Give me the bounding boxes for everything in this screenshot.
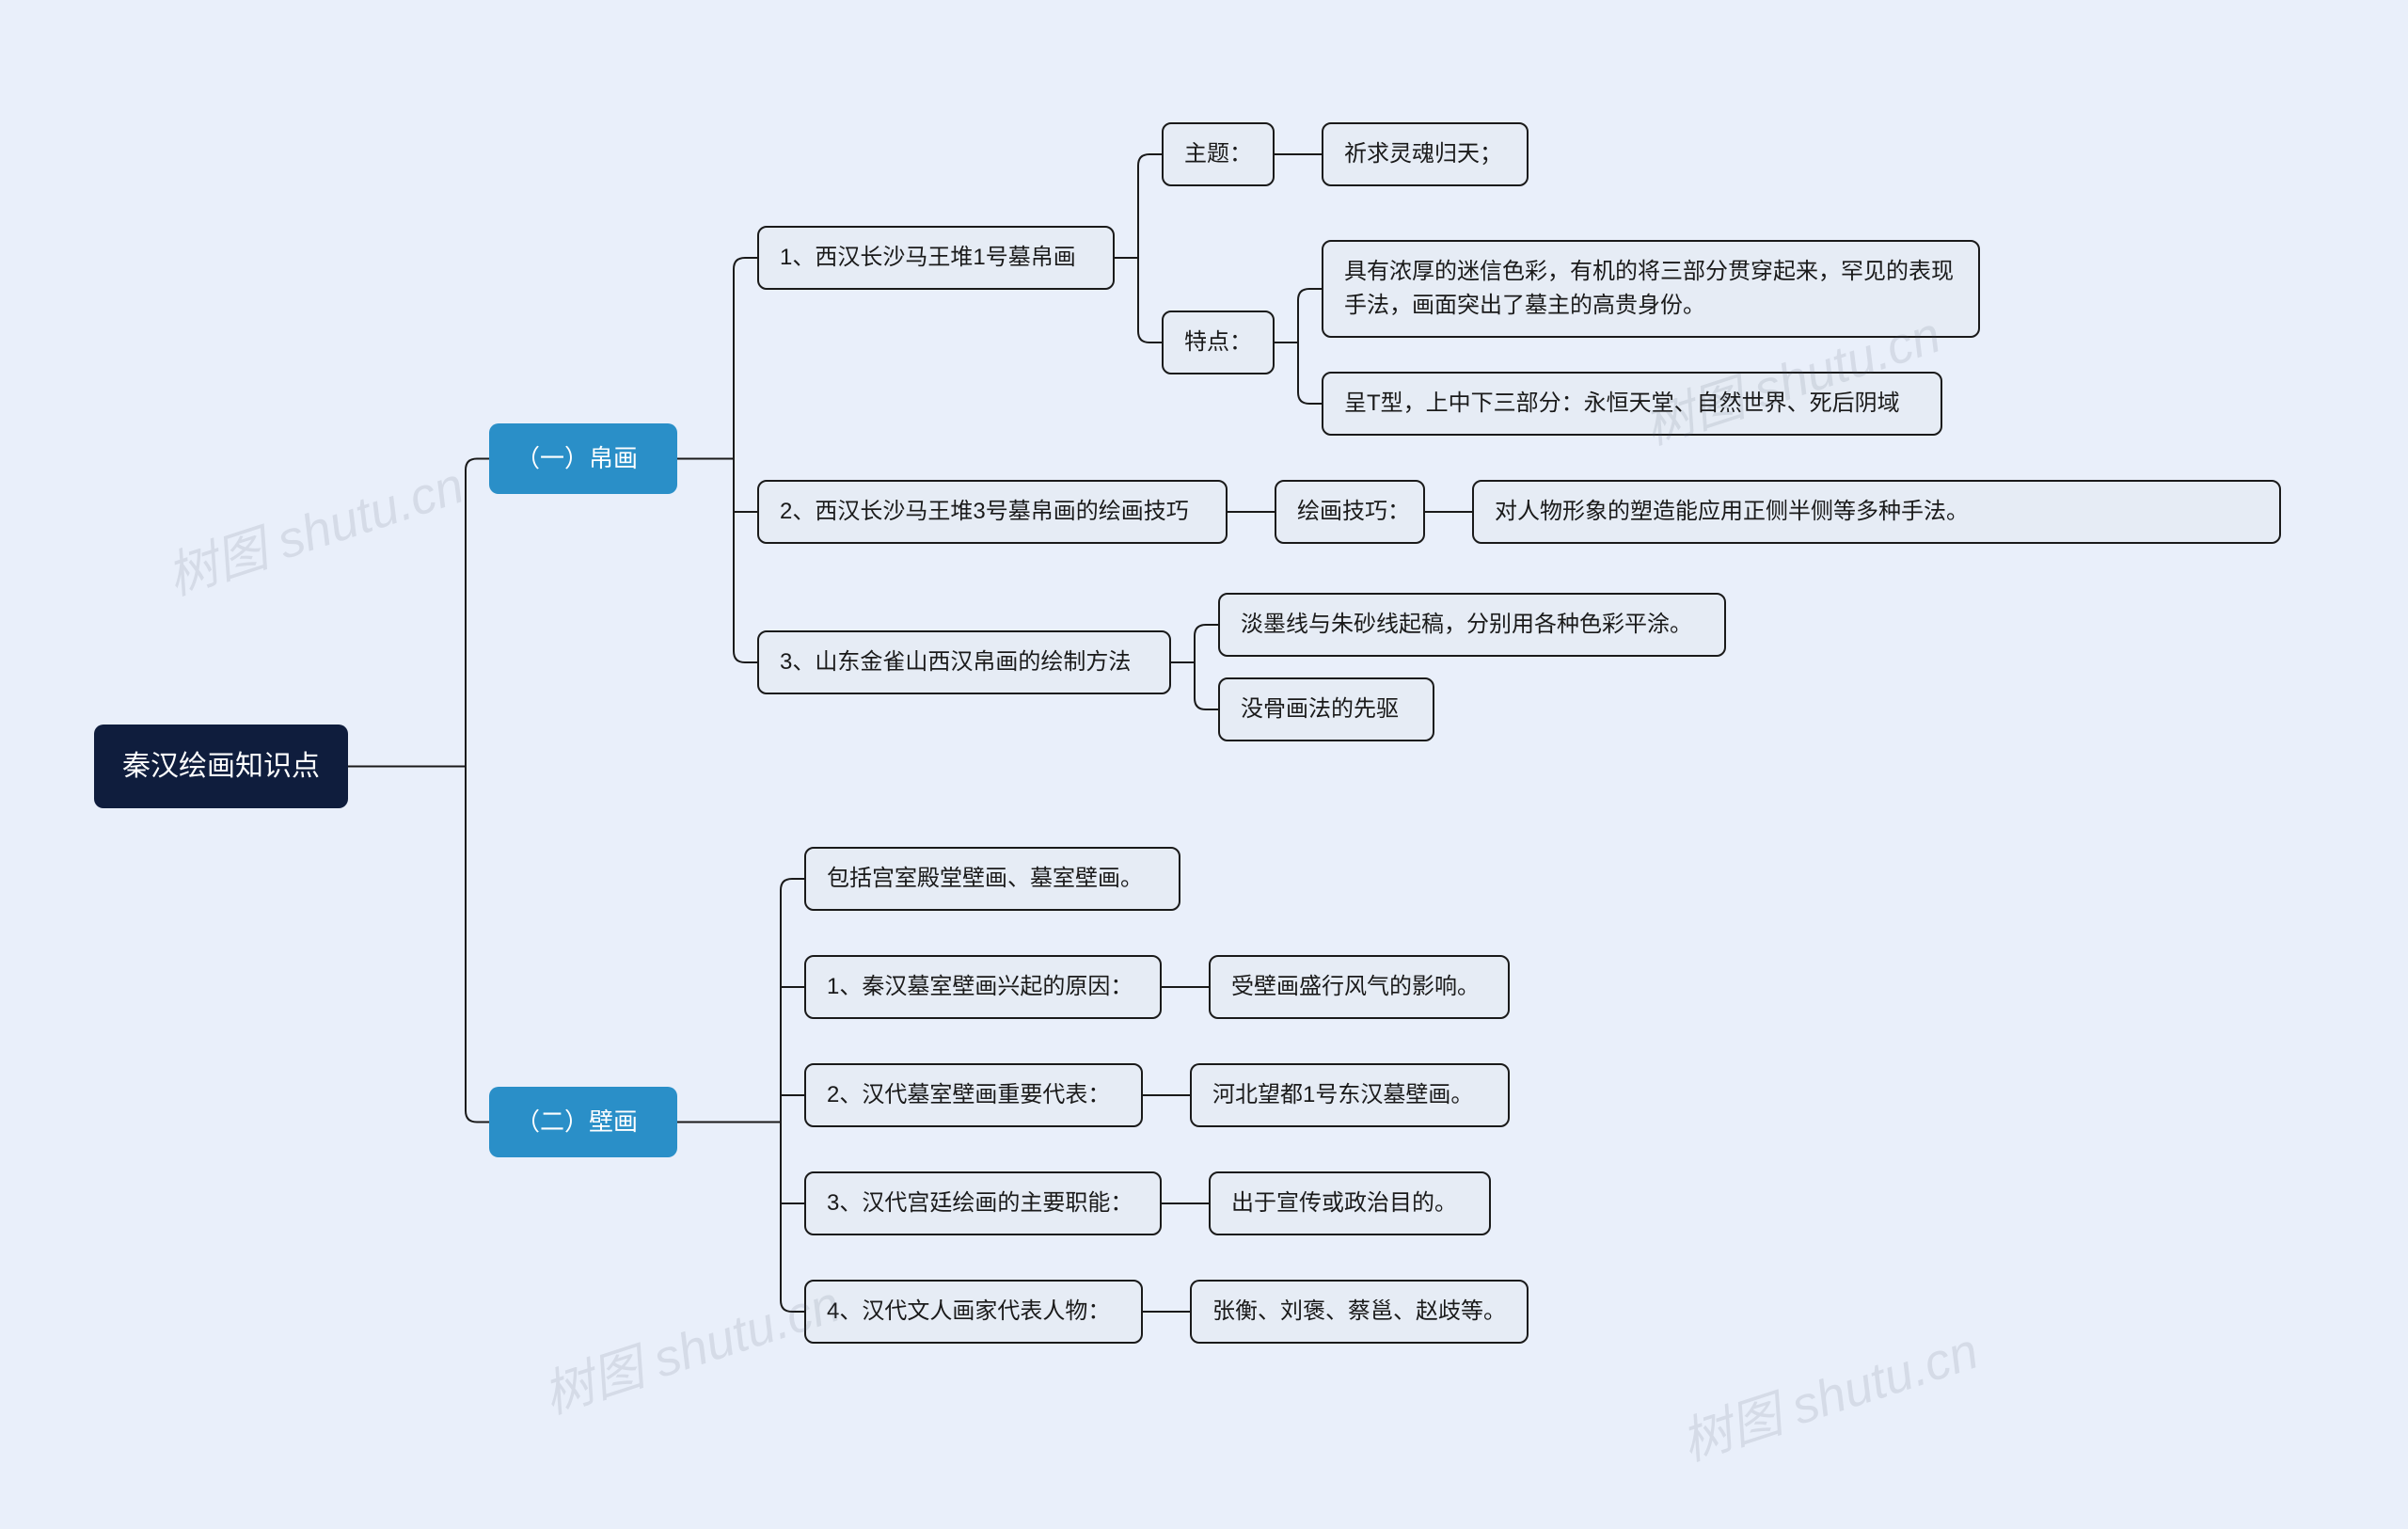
watermark: 树图 shutu.cn <box>156 443 472 609</box>
sub-node[interactable]: 2、西汉长沙马王堆3号墓帛画的绘画技巧 <box>757 480 1228 544</box>
sub-node[interactable]: 没骨画法的先驱 <box>1218 677 1434 741</box>
sub-node[interactable]: 出于宣传或政治目的。 <box>1209 1171 1491 1235</box>
sub-node-feature-value-2[interactable]: 呈T型，上中下三部分：永恒天堂、自然世界、死后阴域 <box>1322 372 1942 436</box>
sub-node[interactable]: 1、西汉长沙马王堆1号墓帛画 <box>757 226 1115 290</box>
sub-node-theme-label[interactable]: 主题： <box>1162 122 1275 186</box>
watermark: 树图 shutu.cn <box>532 1262 848 1427</box>
sub-node[interactable]: 淡墨线与朱砂线起稿，分别用各种色彩平涂。 <box>1218 593 1726 657</box>
sub-node[interactable]: 3、山东金雀山西汉帛画的绘制方法 <box>757 630 1171 694</box>
sub-node[interactable]: 包括宫室殿堂壁画、墓室壁画。 <box>804 847 1180 911</box>
sub-node-technique-value[interactable]: 对人物形象的塑造能应用正侧半侧等多种手法。 <box>1472 480 2281 544</box>
sub-node[interactable]: 受壁画盛行风气的影响。 <box>1209 955 1510 1019</box>
sub-node[interactable]: 1、秦汉墓室壁画兴起的原因： <box>804 955 1162 1019</box>
sub-node-feature-label[interactable]: 特点： <box>1162 311 1275 374</box>
sub-node-feature-value-1[interactable]: 具有浓厚的迷信色彩，有机的将三部分贯穿起来，罕见的表现手法，画面突出了墓主的高贵… <box>1322 240 1980 338</box>
sub-node-technique-label[interactable]: 绘画技巧： <box>1275 480 1425 544</box>
watermark: 树图 shutu.cn <box>1671 1309 1987 1474</box>
root-node[interactable]: 秦汉绘画知识点 <box>94 725 348 808</box>
sub-node[interactable]: 4、汉代文人画家代表人物： <box>804 1280 1143 1344</box>
primary-node-silk-painting[interactable]: （一）帛画 <box>489 423 677 494</box>
sub-node[interactable]: 张衡、刘褒、蔡邕、赵歧等。 <box>1190 1280 1529 1344</box>
sub-node-theme-value[interactable]: 祈求灵魂归天； <box>1322 122 1529 186</box>
primary-node-mural[interactable]: （二）壁画 <box>489 1087 677 1157</box>
sub-node[interactable]: 2、汉代墓室壁画重要代表： <box>804 1063 1143 1127</box>
sub-node[interactable]: 3、汉代宫廷绘画的主要职能： <box>804 1171 1162 1235</box>
sub-node[interactable]: 河北望都1号东汉墓壁画。 <box>1190 1063 1510 1127</box>
